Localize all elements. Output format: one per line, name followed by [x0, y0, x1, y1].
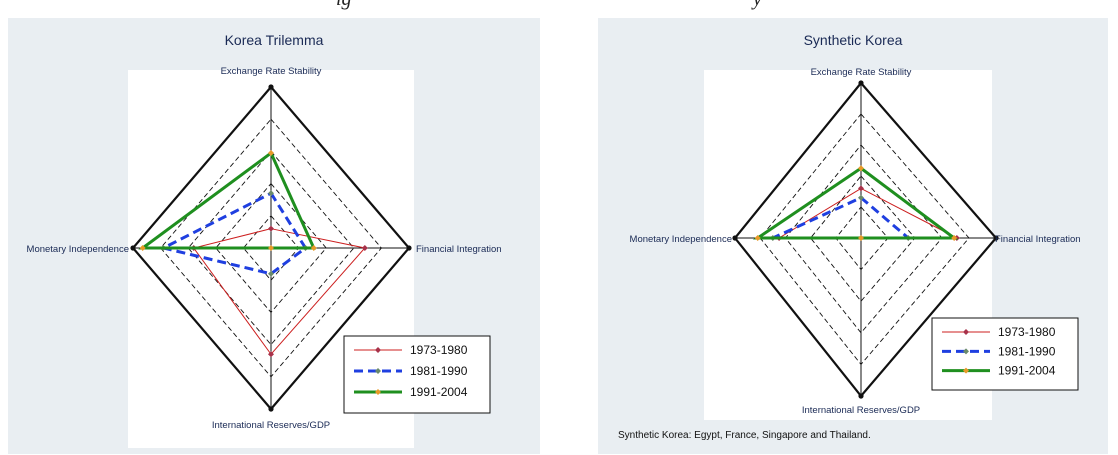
axis-label: International Reserves/GDP [212, 420, 330, 431]
legend-marker [375, 347, 381, 353]
axis-label: Exchange Rate Stability [811, 67, 912, 78]
legend-label: 1981-1990 [410, 364, 468, 378]
data-point [139, 245, 146, 251]
axis-end-marker [858, 80, 864, 86]
data-point [858, 185, 864, 192]
axis-end-marker [993, 235, 999, 241]
legend-marker [375, 389, 381, 395]
data-point [361, 245, 368, 251]
legend-marker [375, 368, 381, 374]
data-point [754, 235, 761, 241]
legend-label: 1991-2004 [998, 364, 1056, 378]
data-point [268, 150, 274, 157]
axis-end-marker [858, 393, 864, 399]
axis-label: Monetary Independence [630, 234, 732, 245]
chart-title: Synthetic Korea [803, 32, 903, 48]
axis-label: Financial Integration [995, 234, 1081, 245]
data-point [268, 190, 274, 197]
data-point [268, 225, 274, 232]
data-point [858, 165, 864, 172]
radar-chart: Exchange Rate Stability Financial Integra… [27, 66, 502, 448]
footnote: Synthetic Korea: Egypt, France, Singapor… [618, 430, 871, 441]
legend-box [343, 335, 491, 414]
legend-label: 1981-1990 [998, 344, 1056, 358]
series-line [772, 195, 913, 240]
header-fragment: ig y [0, 0, 1118, 12]
axis-end-marker [268, 84, 274, 90]
axis-label: International Reserves/GDP [802, 405, 920, 416]
axis-label: Exchange Rate Stability [221, 66, 322, 77]
legend-label: 1973-1980 [410, 343, 468, 357]
chart-panel-korea-trilemma: Korea Trilemma Exchange Rate Stability Fi… [8, 18, 540, 454]
data-point [268, 270, 274, 277]
legend-box [931, 317, 1079, 391]
data-point [858, 235, 864, 241]
axis-label: Monetary Independence [27, 244, 129, 255]
legend-label: 1991-2004 [410, 385, 468, 399]
legend-marker [963, 348, 969, 355]
axis-end-marker [406, 245, 412, 251]
legend-marker [963, 329, 969, 335]
chart-panel-synthetic-korea: Synthetic Korea Exchange Rate Stability F… [598, 18, 1108, 454]
radar-chart: Exchange Rate Stability Financial Integra… [630, 67, 1081, 420]
data-point [310, 245, 317, 251]
header-fragment-right: y [753, 0, 762, 11]
header-fragment-left: ig [336, 0, 352, 11]
radar-gridline [810, 175, 916, 302]
data-point [268, 351, 274, 358]
series-line [159, 191, 308, 276]
axis-end-marker [268, 406, 274, 412]
data-point [858, 194, 864, 201]
chart-title: Korea Trilemma [224, 32, 324, 48]
data-point [951, 235, 958, 241]
axis-end-marker [130, 245, 136, 251]
legend-marker [963, 367, 969, 374]
legend-label: 1973-1980 [998, 325, 1056, 339]
data-point [268, 245, 274, 251]
axis-label: Financial Integration [416, 244, 502, 255]
axis-end-marker [732, 235, 738, 241]
radar-gridline [187, 150, 355, 346]
